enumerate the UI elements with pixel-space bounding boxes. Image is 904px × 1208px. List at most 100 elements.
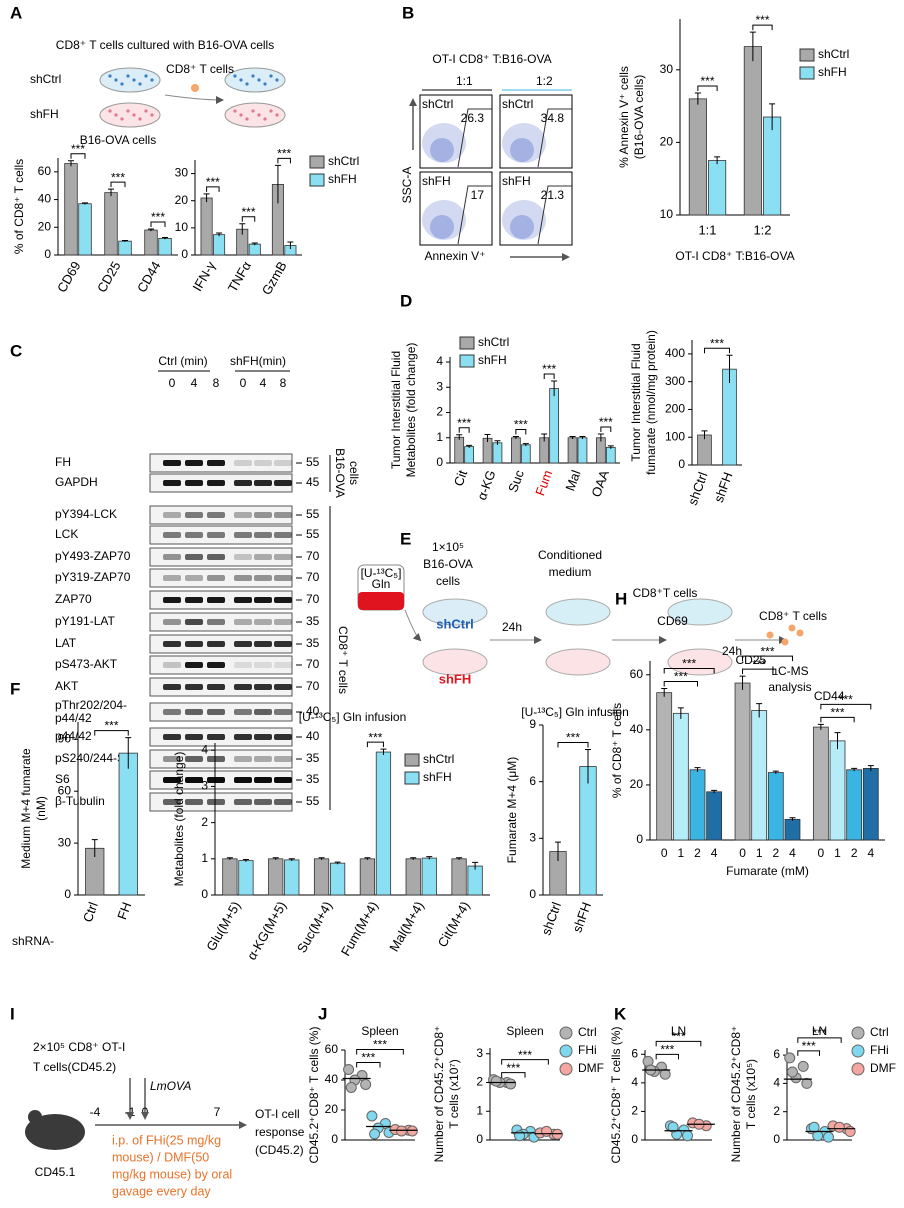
error-bar: [851, 767, 858, 772]
y-tick-label: 2: [631, 1104, 638, 1118]
events: [502, 200, 546, 240]
band: [185, 641, 203, 647]
blot-lane-box: [149, 568, 293, 588]
step-label: [U-¹³C₅] Gln infusion: [521, 705, 629, 719]
error-bar: [607, 445, 614, 449]
y-tick-label: 60: [38, 164, 52, 178]
sig-label: ***: [361, 1051, 375, 1065]
events: [422, 123, 466, 163]
x-tick-label: 0: [661, 846, 668, 860]
legend-label: DMF: [870, 1061, 896, 1075]
legend-label: DMF: [578, 1061, 604, 1075]
error-bar: [597, 433, 604, 442]
gate: [537, 108, 572, 168]
band: [207, 662, 225, 668]
x-tick-label: GzmB: [259, 259, 290, 298]
y-tick-label: 0: [636, 832, 643, 846]
blot-label: p44/42: [55, 711, 92, 725]
blot-label: p44/42: [55, 729, 92, 743]
sig-bracket: [277, 157, 291, 164]
bar: [763, 116, 782, 216]
band: [185, 756, 203, 762]
panel-letter: E: [400, 529, 411, 548]
band: [185, 684, 203, 690]
group-label: cells: [347, 461, 361, 485]
band: [163, 641, 181, 647]
dish: [422, 598, 488, 626]
y-tick-label: 300: [665, 374, 685, 388]
bottle-label: Gln: [372, 577, 391, 591]
mw-label: 45: [306, 475, 320, 489]
x-tick-label: 2: [694, 846, 701, 860]
bar: [549, 388, 559, 464]
legend-swatch: [559, 1026, 573, 1040]
band: [234, 641, 252, 647]
sig-label: ***: [111, 170, 125, 184]
y-tick-label: 1: [436, 430, 443, 444]
panel-letter: A: [10, 3, 22, 22]
y-tick-label: 60: [58, 783, 72, 797]
band: [254, 756, 272, 762]
legend-label: shCtrl: [328, 154, 359, 168]
error-bar: [456, 434, 463, 440]
cell: [120, 82, 124, 86]
panel-letter: K: [614, 1004, 627, 1023]
band: [254, 512, 272, 518]
flow-value: 21.3: [541, 188, 565, 202]
panel-letter: F: [10, 679, 20, 698]
dot: [801, 1077, 813, 1089]
band: [207, 575, 225, 581]
band: [207, 777, 225, 783]
y-axis-label: CD45.2⁺CD8⁺ T cells (%): [609, 1027, 623, 1164]
events: [510, 138, 534, 162]
bar: [672, 712, 689, 841]
error-bar: [456, 857, 463, 860]
band: [234, 777, 252, 783]
y-tick-label: 1: [476, 1103, 483, 1117]
error-bar: [82, 202, 88, 205]
cell: [239, 78, 243, 82]
band: [185, 575, 203, 581]
y-tick-label: 3: [201, 779, 208, 793]
error-bar: [739, 675, 746, 690]
cell: [144, 74, 148, 78]
error-bar: [512, 436, 519, 440]
band: [185, 709, 203, 715]
cell: [245, 117, 249, 121]
legend-swatch: [851, 1026, 865, 1040]
legend-swatch: [559, 1044, 573, 1058]
mouse: [28, 1110, 42, 1124]
subtitle: B16-OVA cells: [80, 133, 156, 147]
band: [163, 554, 181, 560]
sig-bracket: [655, 1040, 702, 1047]
mw-label: 70: [306, 679, 320, 693]
dot: [682, 1130, 693, 1142]
cell: [126, 74, 130, 78]
band: [163, 619, 181, 625]
y-axis-label: Number of CD45.2⁺CD8⁺: [729, 1026, 743, 1163]
cell: [114, 113, 118, 117]
bar: [511, 437, 521, 464]
band: [234, 799, 252, 805]
bar: [451, 858, 467, 896]
mouse: [25, 1114, 85, 1150]
blot-label: S6: [55, 772, 70, 786]
band: [234, 734, 252, 740]
flow-label: shFH: [502, 174, 531, 188]
sig-label: ***: [831, 706, 845, 720]
dot: [396, 1125, 408, 1137]
bar: [708, 160, 727, 216]
t-cell: [788, 624, 796, 632]
sig-label: ***: [71, 142, 85, 156]
error-bar: [726, 354, 733, 384]
error-bar: [410, 857, 417, 860]
bottle-fill: [358, 592, 404, 610]
error-bar: [364, 857, 371, 860]
band: [234, 709, 252, 715]
cell: [114, 78, 118, 82]
y-tick-label: 90: [58, 731, 72, 745]
y-axis-label: Medium M+4 fumarate: [19, 748, 33, 869]
bar: [605, 446, 616, 464]
band: [163, 532, 181, 538]
